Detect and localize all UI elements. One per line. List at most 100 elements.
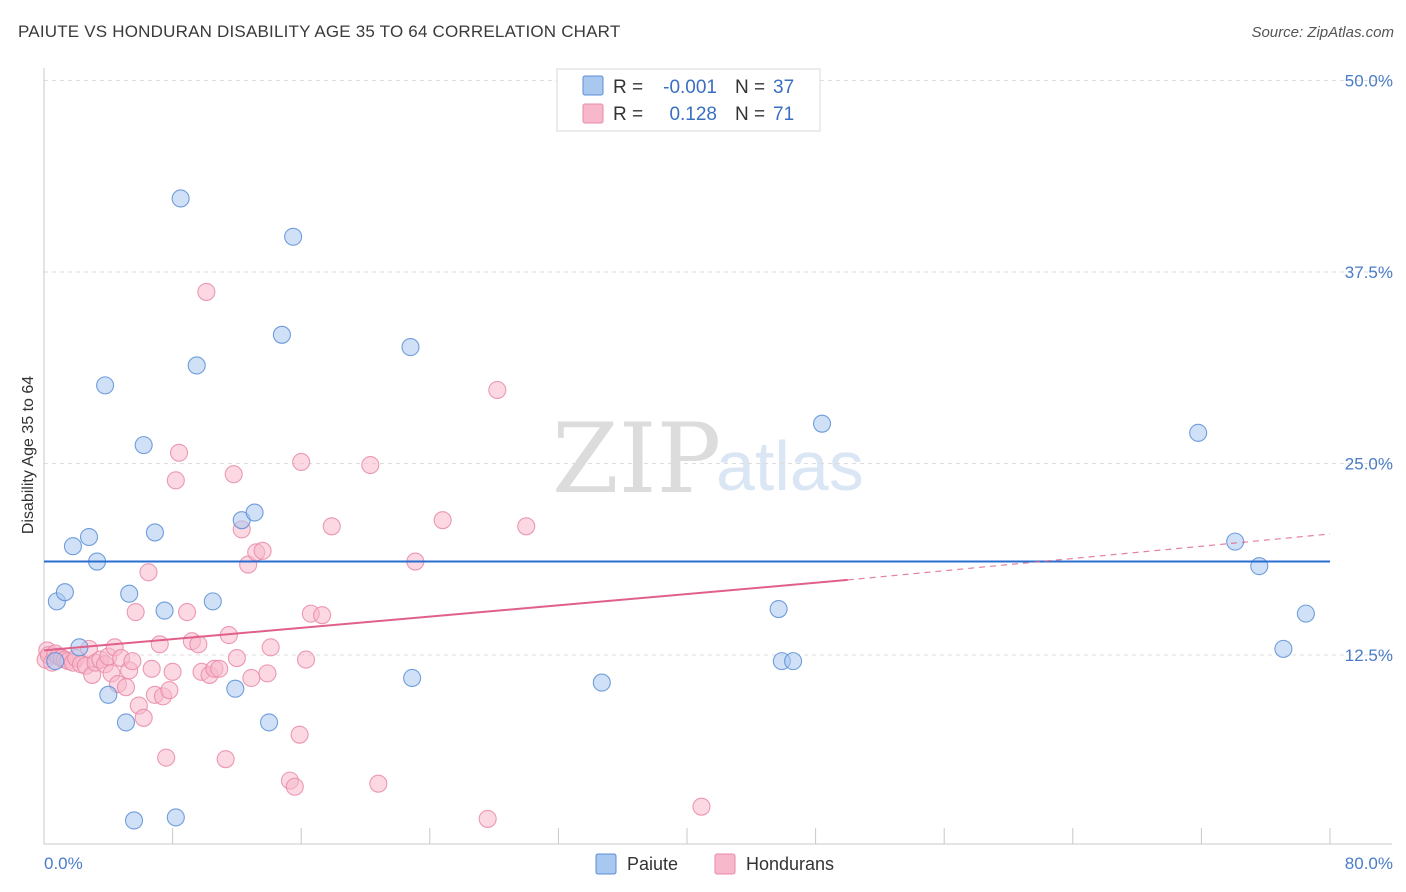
paiute-point [769, 599, 788, 619]
trend-layer [43, 533, 1331, 652]
honduran-point [290, 725, 309, 744]
honduran-point [361, 455, 380, 475]
paiute-point [784, 652, 803, 671]
honduran-point [163, 662, 182, 681]
honduran-point [258, 664, 277, 683]
paiute-point [63, 537, 82, 556]
paiute-point [259, 713, 279, 732]
x-tick-label: 80.0% [1345, 854, 1393, 873]
watermark-zip: ZIP [552, 403, 721, 515]
legend-r-label-hondurans: R = [613, 104, 643, 125]
honduran-point [116, 678, 136, 697]
paiute-point [187, 356, 206, 375]
paiute-point [99, 685, 118, 704]
honduran-point [197, 282, 216, 301]
paiute-point [592, 673, 611, 692]
axis-layer: 12.5% 25.0% 37.5% 50.0% 0.0% 80.0% [43, 68, 1393, 873]
legend-box: R = -0.001 N = 37 R = 0.128 N = 71 [556, 68, 821, 132]
y-tick-label: 12.5% [1345, 646, 1393, 665]
honduran-point [488, 380, 507, 400]
honduran-point [166, 471, 185, 490]
legend-n-value-paiute: 37 [773, 77, 794, 98]
paiute-point [116, 713, 136, 732]
watermark-atlas: atlas [716, 427, 864, 505]
honduran-point [224, 465, 243, 484]
paiute-point [1296, 604, 1315, 623]
honduran-point [322, 517, 341, 536]
honduran-point [189, 635, 208, 654]
legend-r-label-paiute: R = [613, 77, 643, 98]
legend-n-label-paiute: N = [735, 77, 765, 98]
honduran-trend-line-extension [847, 533, 1331, 581]
paiute-point [272, 325, 291, 344]
paiute-point [226, 679, 245, 698]
paiute-point [401, 338, 420, 357]
paiute-point [403, 668, 422, 688]
honduran-point [157, 748, 176, 767]
honduran-point [178, 603, 197, 622]
honduran-point [285, 777, 304, 796]
paiute-point [284, 227, 303, 246]
bottom-legend-swatch-hondurans [714, 853, 736, 875]
y-tick-label: 25.0% [1345, 455, 1393, 474]
bottom-legend: Paiute Hondurans [595, 853, 834, 875]
paiute-point [120, 584, 139, 603]
chart-source: Source: ZipAtlas.com [1251, 24, 1394, 41]
paiute-point [812, 414, 832, 433]
honduran-point [216, 750, 235, 769]
paiute-point [1189, 423, 1208, 442]
legend-swatch-paiute [582, 75, 604, 96]
x-tick-label: 0.0% [44, 854, 83, 873]
honduran-point [517, 517, 536, 536]
paiute-point [134, 436, 153, 455]
legend-swatch-hondurans [582, 103, 604, 124]
honduran-point [139, 563, 158, 582]
honduran-point [433, 511, 452, 530]
honduran-trend-line [43, 578, 848, 652]
y-tick-label: 50.0% [1345, 72, 1393, 91]
points-layer [36, 189, 1315, 830]
honduran-point [227, 649, 246, 668]
honduran-point [253, 541, 272, 560]
honduran-point [150, 635, 169, 654]
honduran-point [261, 638, 280, 657]
honduran-point [369, 774, 388, 793]
honduran-point [313, 606, 332, 625]
honduran-point [478, 809, 497, 828]
honduran-point [123, 652, 142, 671]
legend-r-value-hondurans: 0.128 [669, 104, 717, 125]
bottom-legend-label-paiute: Paiute [627, 854, 678, 874]
honduran-point [692, 797, 711, 816]
paiute-point [166, 808, 185, 827]
paiute-point [203, 592, 222, 611]
honduran-point [142, 659, 161, 678]
legend-n-label-hondurans: N = [735, 104, 765, 125]
y-axis-label: Disability Age 35 to 64 [20, 376, 37, 534]
paiute-point [124, 811, 144, 830]
paiute-point [96, 376, 115, 395]
paiute-point [245, 503, 264, 522]
paiute-point [155, 601, 174, 620]
chart-title: PAIUTE VS HONDURAN DISABILITY AGE 35 TO … [18, 22, 621, 41]
paiute-point [79, 527, 99, 547]
legend-n-value-hondurans: 71 [773, 104, 794, 125]
paiute-point [1250, 557, 1269, 576]
honduran-point [296, 650, 316, 669]
paiute-point [145, 523, 164, 542]
paiute-point [171, 189, 190, 208]
paiute-point [1274, 639, 1293, 658]
honduran-point [126, 603, 145, 622]
honduran-point [134, 708, 153, 727]
bottom-legend-label-hondurans: Hondurans [746, 854, 834, 874]
honduran-point [160, 681, 179, 700]
y-tick-label: 37.5% [1345, 263, 1393, 282]
bottom-legend-swatch-paiute [595, 853, 617, 875]
honduran-point [169, 443, 189, 462]
paiute-point [46, 652, 65, 671]
paiute-point [55, 583, 74, 602]
honduran-point [210, 659, 229, 678]
honduran-point [292, 452, 311, 472]
paiute-point [1226, 532, 1245, 551]
